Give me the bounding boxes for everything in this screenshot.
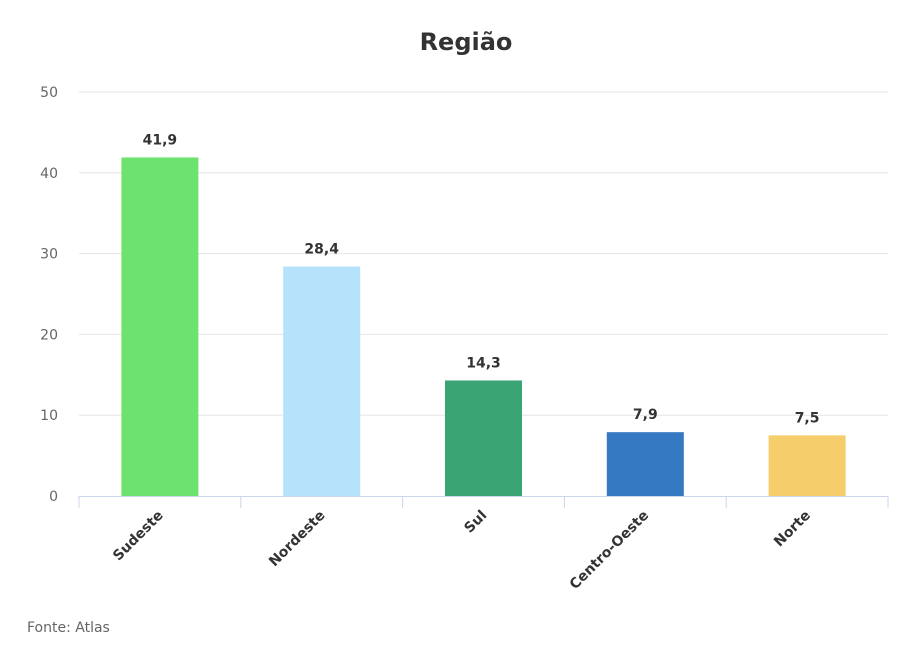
y-tick-label: 50 (40, 85, 58, 101)
gridlines (79, 91, 888, 416)
data-label: 14,3 (466, 355, 501, 371)
y-tick-label: 0 (49, 489, 58, 505)
bar-norte (768, 435, 846, 496)
y-tick-label: 10 (40, 408, 58, 424)
source-note: Fonte: Atlas (27, 620, 110, 636)
x-tick-label: Norte (771, 508, 814, 551)
x-tick-label: Sudeste (110, 508, 167, 565)
y-tick-label: 40 (40, 166, 58, 182)
bar-sudeste (121, 157, 199, 496)
x-tick-label: Sul (461, 508, 490, 537)
x-axis: Sudeste Nordeste Sul Centro-Oeste Norte (78, 496, 889, 593)
y-tick-label: 30 (40, 247, 58, 263)
bar-sul (445, 380, 522, 496)
bar-nordeste (283, 266, 361, 496)
data-label: 41,9 (143, 132, 178, 148)
y-axis: 0 10 20 30 40 50 (40, 85, 58, 505)
data-label: 7,9 (633, 407, 658, 423)
bars: 41,9 28,4 14,3 7,9 7,5 (121, 132, 846, 496)
data-label: 7,5 (795, 410, 820, 426)
chart-title: Região (420, 28, 513, 56)
bar-centro-oeste (606, 432, 684, 496)
x-tick-label: Centro-Oeste (567, 508, 652, 593)
data-label: 28,4 (304, 242, 339, 258)
y-tick-label: 20 (40, 327, 58, 343)
x-tick-label: Nordeste (266, 508, 328, 570)
